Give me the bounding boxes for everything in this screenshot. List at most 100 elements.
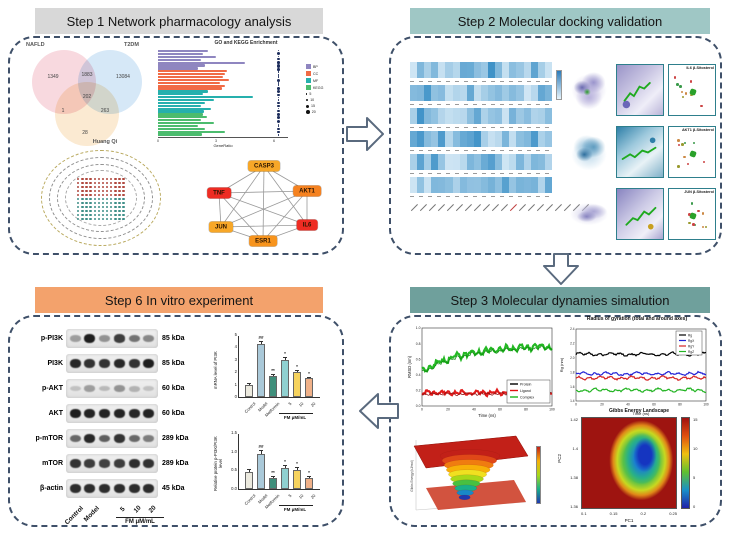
gibbs-2d-colorbar [681, 417, 690, 509]
molecular-weight-label: 85 kDa [162, 335, 185, 342]
go-size-item: 5 [306, 92, 340, 96]
compound-node [89, 217, 92, 220]
heatmap-cell [452, 154, 460, 170]
svg-text:RgZ: RgZ [688, 350, 694, 354]
heatmap-cell [417, 154, 425, 170]
compound-node [93, 205, 96, 209]
gibbs-2d-ylabel: PC2 [557, 454, 562, 463]
venn-diagram: NAFLD T2DM 1349 1883 13084 202 1 263 28 [18, 42, 158, 148]
go-legend-swatch [306, 78, 311, 83]
g2d-x-tick: 0.25 [669, 511, 677, 516]
svg-text:0.8: 0.8 [416, 342, 421, 346]
flow-arrow-down-icon [543, 253, 579, 285]
gibbs-funnel-canvas: Gibbs Energy (kJ/mol) [410, 435, 529, 511]
compound-node [97, 217, 101, 220]
heatmap-cell [509, 131, 517, 147]
compound-node [114, 213, 117, 216]
error-bar [259, 340, 263, 344]
panel-step6-title-text: Step 6 In vitro experiment [104, 292, 254, 308]
compound-node [114, 205, 117, 209]
protein-band [99, 409, 111, 418]
gene-node: ESR1 [249, 235, 277, 247]
network-ring-mid [49, 157, 153, 239]
heatmap-cell [473, 62, 481, 78]
dose-group-line [279, 505, 313, 506]
svg-text:100: 100 [703, 403, 709, 407]
compound-node [122, 193, 125, 197]
bar [281, 359, 289, 397]
venn-count-hq: 28 [82, 130, 88, 136]
compound-node [105, 201, 109, 205]
heatmap-cell [459, 154, 467, 170]
compound-node [101, 178, 105, 181]
g2d-colorbar-tick: 10 [693, 446, 698, 451]
heatmap-cell [502, 154, 510, 170]
go-count-dot [277, 97, 280, 99]
heatmap-cell [516, 177, 524, 193]
heatmap-x-label [527, 203, 536, 212]
residue-dot [693, 223, 697, 227]
bar1-ylabel: mRNA level of PI3K [213, 351, 218, 389]
heatmap-cell [480, 154, 489, 170]
residue-dot [690, 202, 694, 205]
go-count-dot [277, 112, 280, 116]
significance-label: ## [258, 443, 264, 449]
heatmap-cell [530, 131, 538, 147]
heatmap-x-label [509, 203, 518, 212]
blot-strip [66, 354, 158, 373]
heatmap-cell [459, 62, 467, 78]
go-bar [158, 101, 206, 105]
gibbs-3d-landscape: Gibbs Energy (kJ/mol) [410, 430, 558, 522]
protein-band [84, 409, 96, 418]
residue-dot [690, 93, 693, 97]
heatmap-cell [495, 154, 503, 170]
compound-node [101, 197, 105, 201]
heatmap-row [410, 108, 552, 124]
dose-label-5: 5 [119, 505, 127, 514]
protein-band [84, 359, 96, 368]
heatmap-row [410, 154, 552, 170]
go-size-item: 10 [306, 98, 340, 102]
y-tick: 2 [234, 369, 237, 375]
go-bar [158, 96, 254, 99]
protein-band [69, 335, 81, 342]
docking-label: JUN β-Sitosterol [684, 190, 714, 194]
venn-count-t2dm-hq: 263 [100, 108, 110, 114]
venn-label-huangqi: Huang Qi [92, 139, 118, 145]
residue-dot [697, 209, 700, 213]
panel-step1-title: Step 1 Network pharmacology analysis [35, 8, 323, 34]
protein-label: β-actin [40, 485, 63, 492]
compound-node [101, 213, 105, 216]
molecular-weight-label: 289 kDa [162, 435, 189, 442]
go-count-dot [277, 133, 280, 136]
ppi-network: CASP3 TNF AKT1 JUN IL6 ESR1 [186, 146, 338, 250]
protein-label: p-AKT [42, 385, 63, 392]
residue-dot [679, 85, 682, 88]
go-count-dot [277, 131, 280, 134]
svg-text:2.4: 2.4 [570, 327, 575, 331]
compound-node [97, 205, 101, 209]
residue-dot [701, 225, 705, 229]
go-size-dot [306, 98, 309, 102]
heatmap-x-labels [410, 202, 590, 216]
heatmap-cell [495, 85, 503, 101]
western-blot-row: p-PI3K 85 kDa [26, 326, 221, 351]
go-bar [158, 107, 211, 110]
go-count-dot [277, 116, 280, 120]
residue-dot [702, 160, 706, 164]
compound-node [77, 189, 80, 193]
heatmap-cell [530, 108, 538, 124]
heatmap-cell [452, 108, 460, 124]
heatmap-x-label [410, 203, 419, 212]
heatmap-separator [410, 101, 552, 108]
heatmap-cell [431, 154, 439, 170]
svg-text:0: 0 [421, 408, 423, 412]
heatmap-cell [445, 154, 453, 170]
bar [281, 468, 289, 489]
go-size-item: 15 [306, 104, 340, 108]
heatmap-cell [473, 154, 481, 170]
heatmap-cell [459, 131, 467, 147]
significance-label: * [284, 350, 286, 356]
svg-text:RgY: RgY [688, 344, 695, 348]
compound-node [93, 209, 96, 213]
